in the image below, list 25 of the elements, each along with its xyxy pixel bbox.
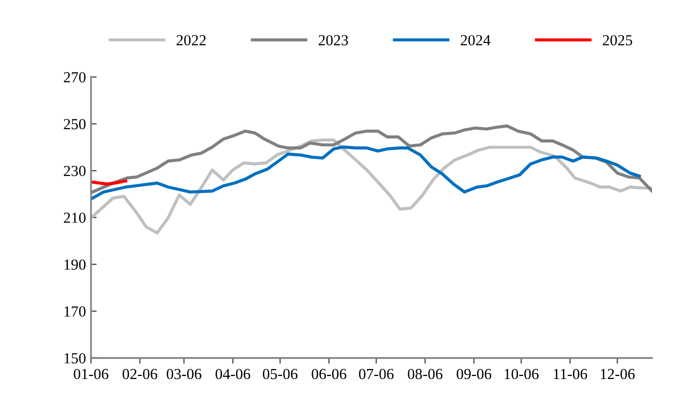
- line-series: [91, 138, 652, 234]
- legend-label: 2023: [318, 35, 348, 46]
- x-tick-label: 10-06: [504, 368, 539, 380]
- x-tick-label: 01-06: [74, 368, 108, 380]
- x-tick-label: 08-06: [408, 368, 442, 380]
- y-tick-label: 270: [64, 72, 86, 82]
- y-tick-label: 190: [64, 259, 86, 270]
- x-tick-label: 11-06: [554, 368, 588, 380]
- y-tick-label: 210: [64, 212, 86, 223]
- y-tick-label: 170: [64, 306, 86, 317]
- y-tick-label: 250: [64, 118, 86, 130]
- x-tick-label: 02-06: [122, 368, 158, 380]
- legend-label: 2022: [176, 35, 206, 46]
- x-tick-label: 06-06: [312, 368, 346, 380]
- x-tick-label: 04-06: [216, 368, 250, 380]
- line-series: [91, 145, 641, 201]
- legend-label: 2025: [602, 35, 632, 46]
- x-tick-label: 03-06: [166, 368, 202, 380]
- legend-label: 2024: [460, 35, 490, 46]
- y-tick-label: 150: [64, 353, 86, 364]
- x-tick-label: 05-06: [262, 368, 298, 380]
- x-tick-label: 12-06: [600, 368, 635, 380]
- x-tick-label: 07-06: [358, 368, 394, 380]
- x-tick-label: 09-06: [456, 368, 492, 380]
- y-tick-label: 230: [64, 166, 86, 176]
